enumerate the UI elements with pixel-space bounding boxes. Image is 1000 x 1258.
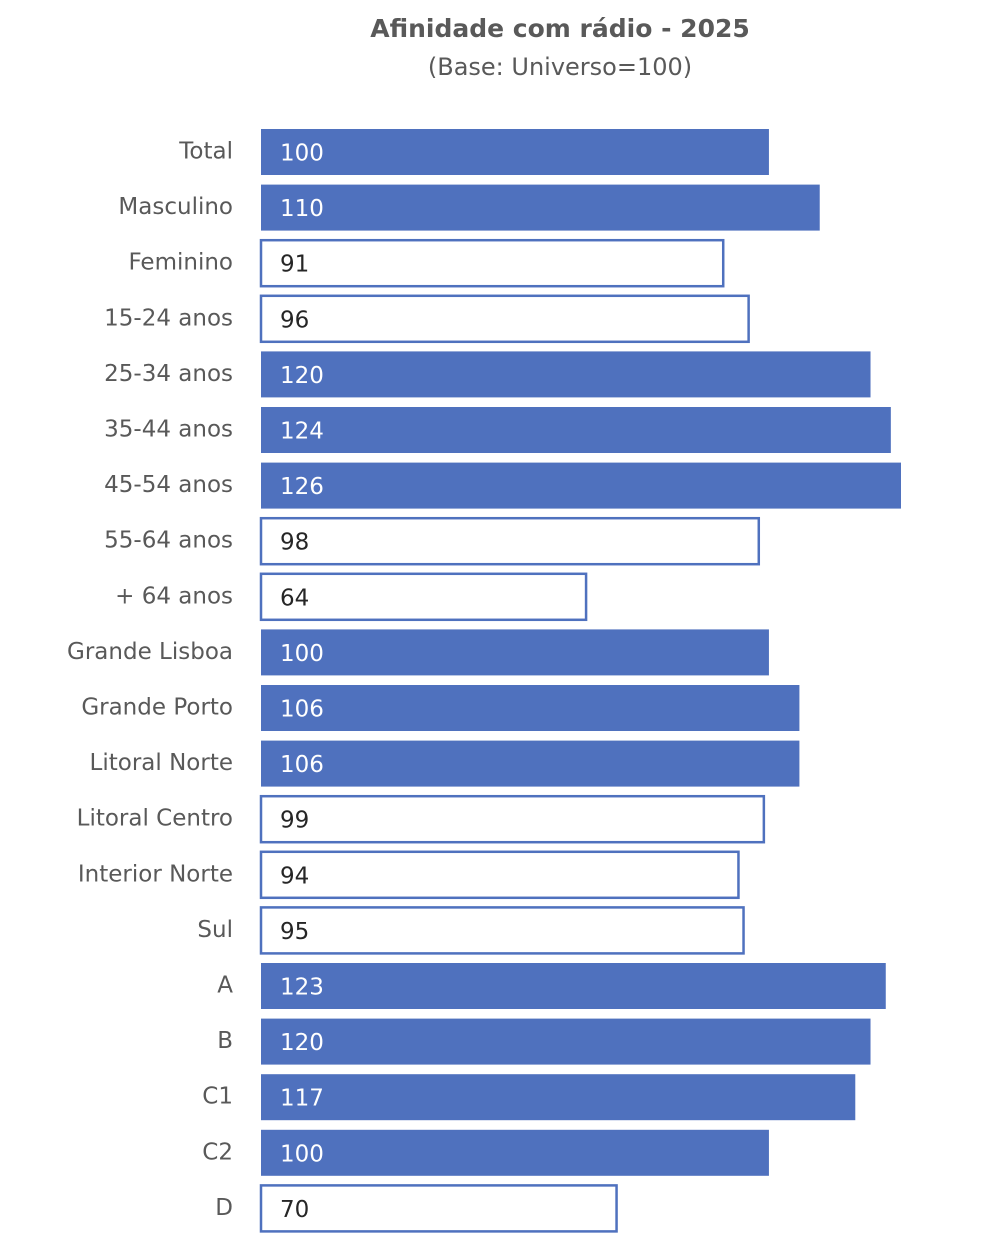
category-label: D: [215, 1195, 233, 1221]
data-label: 100: [280, 1141, 324, 1167]
data-label: 91: [280, 252, 309, 278]
data-label: 126: [280, 474, 324, 500]
bar: [261, 1018, 871, 1065]
bar: [261, 184, 820, 231]
data-label: 94: [280, 863, 309, 889]
category-label: C1: [202, 1084, 233, 1110]
bar: [259, 294, 750, 344]
bar: [261, 351, 871, 398]
category-label: 55-64 anos: [104, 528, 233, 554]
category-label: 45-54 anos: [104, 472, 233, 498]
category-label: + 64 anos: [115, 583, 233, 609]
data-label: 124: [280, 419, 324, 445]
category-label: Feminino: [128, 250, 233, 276]
category-label: Sul: [197, 917, 233, 943]
category-label: Litoral Norte: [90, 750, 233, 776]
category-label: 25-34 anos: [104, 361, 233, 387]
bar: [261, 685, 800, 731]
data-label: 95: [280, 919, 309, 945]
data-label: 120: [280, 1030, 324, 1056]
bar: [261, 462, 901, 509]
data-label: 96: [280, 307, 309, 333]
data-label: 120: [280, 363, 324, 389]
category-label: A: [217, 973, 233, 999]
category-label: Litoral Centro: [77, 806, 233, 832]
category-label: Total: [178, 139, 233, 165]
bar: [261, 740, 800, 787]
category-label: Grande Lisboa: [67, 639, 233, 665]
bar: [259, 906, 745, 955]
bar: [259, 238, 725, 288]
category-label: Interior Norte: [78, 861, 233, 887]
chart-subtitle: (Base: Universo=100): [428, 53, 692, 81]
category-label: 35-44 anos: [104, 417, 233, 443]
data-label: 100: [280, 141, 324, 167]
category-label: Masculino: [118, 194, 233, 220]
bar: [261, 963, 886, 1009]
bar: [259, 850, 740, 900]
bar: [261, 1129, 769, 1176]
data-label: 70: [280, 1197, 309, 1223]
category-label: Grande Porto: [81, 695, 233, 721]
bar: [259, 572, 588, 622]
data-label: 106: [280, 752, 324, 778]
bar: [259, 794, 766, 844]
data-label: 117: [280, 1086, 324, 1112]
bar: [259, 1184, 618, 1233]
data-label: 123: [280, 975, 324, 1001]
category-label: B: [217, 1028, 233, 1054]
bar: [261, 629, 769, 676]
bar: [261, 1074, 856, 1121]
data-label: 64: [280, 585, 309, 611]
bar: [259, 516, 761, 566]
chart-title: Afinidade com rádio - 2025: [370, 14, 750, 43]
data-label: 106: [280, 697, 324, 723]
data-label: 99: [280, 808, 309, 834]
category-label: 15-24 anos: [104, 305, 233, 331]
bar: [261, 407, 891, 453]
data-label: 110: [280, 196, 324, 222]
category-label: C2: [202, 1139, 233, 1165]
data-label: 100: [280, 641, 324, 667]
data-label: 98: [280, 530, 309, 556]
bar: [261, 129, 769, 175]
